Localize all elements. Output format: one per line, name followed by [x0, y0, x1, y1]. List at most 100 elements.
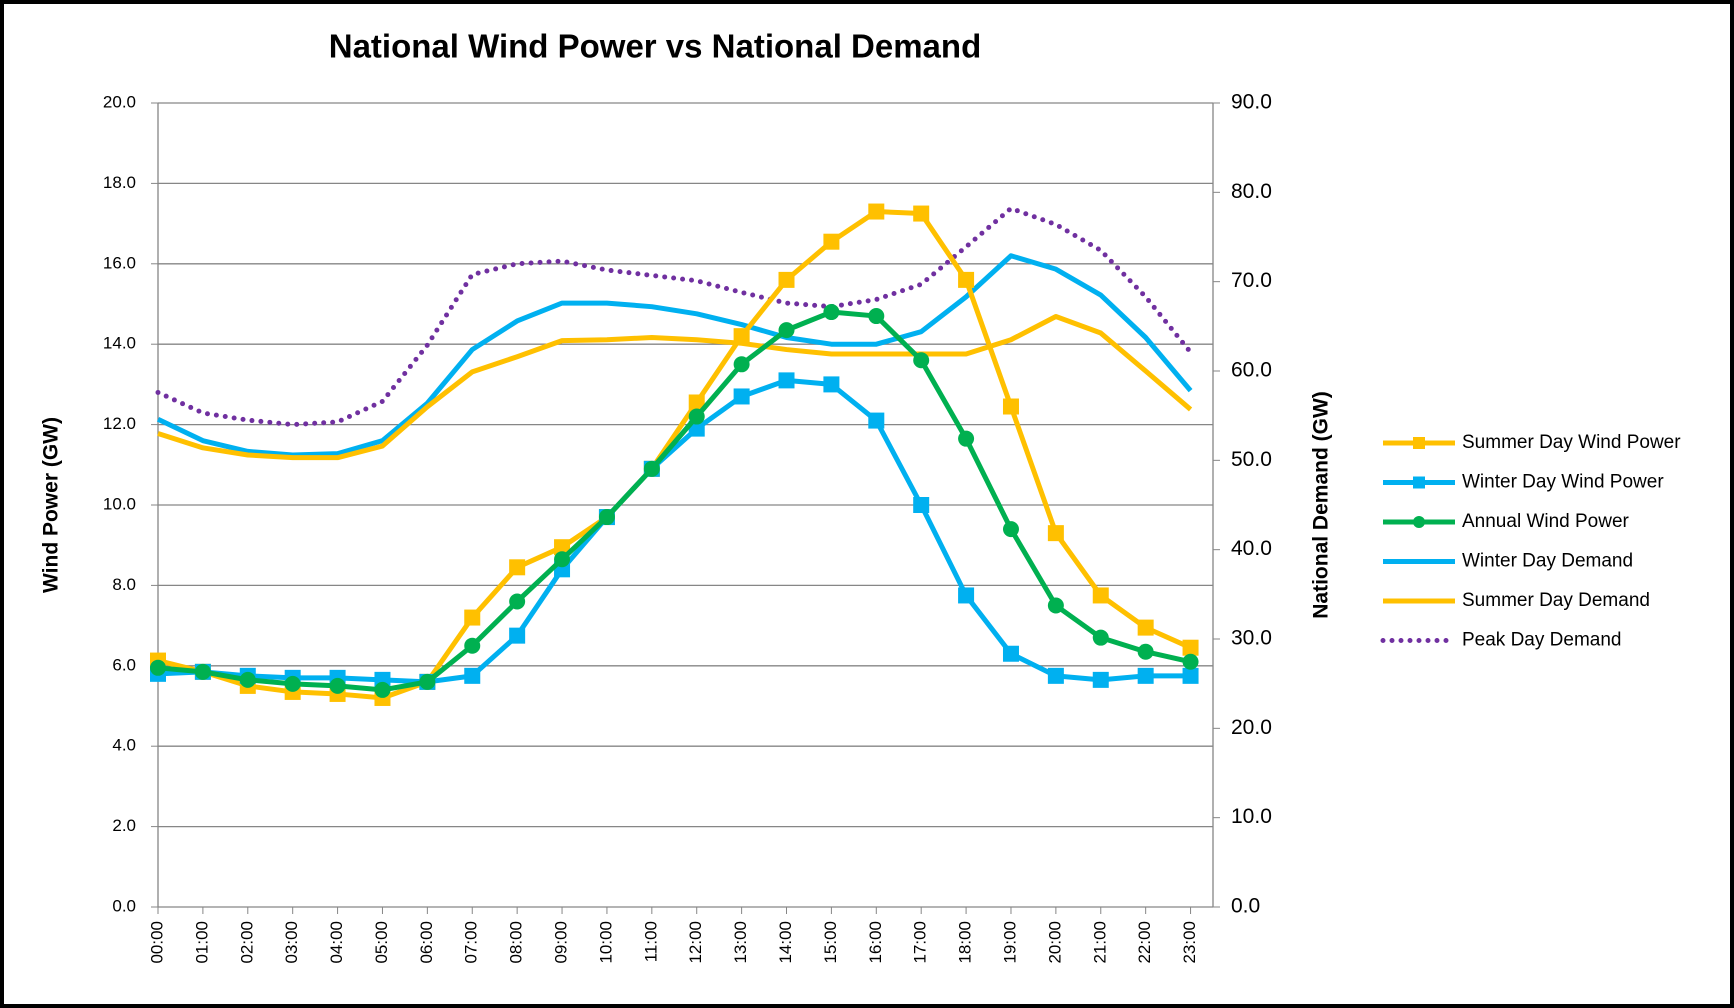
marker — [239, 671, 256, 688]
series-line — [155, 205, 1194, 428]
marker — [1137, 643, 1154, 660]
x-tick-label: 19:00 — [1000, 921, 1019, 964]
y-tick-label: 18.0 — [103, 173, 136, 192]
x-tick-label: 13:00 — [731, 921, 750, 964]
marker — [1182, 667, 1199, 684]
marker — [1047, 525, 1064, 542]
x-tick-label: 07:00 — [462, 921, 481, 964]
y-tick-label: 6.0 — [112, 655, 136, 674]
marker — [1137, 619, 1154, 636]
y2-axis-label: National Demand (GW) — [1310, 391, 1333, 619]
y2-tick-label: 90.0 — [1231, 91, 1272, 114]
chart-title: National Wind Power vs National Demand — [329, 28, 981, 65]
x-tick-label: 20:00 — [1045, 921, 1064, 964]
x-tick-label: 18:00 — [956, 921, 975, 964]
legend-label: Annual Wind Power — [1462, 511, 1630, 532]
marker — [374, 681, 391, 698]
y-tick-label: 10.0 — [103, 494, 136, 513]
y2-tick-label: 30.0 — [1231, 627, 1272, 650]
marker — [419, 673, 436, 690]
y2-tick-label: 10.0 — [1231, 805, 1272, 828]
legend-marker — [1413, 516, 1425, 528]
marker — [464, 637, 481, 654]
y2-tick-label: 70.0 — [1231, 269, 1272, 292]
marker — [958, 271, 975, 288]
x-tick-label: 01:00 — [192, 921, 211, 964]
series-line — [156, 253, 1193, 458]
y2-tick-label: 0.0 — [1231, 895, 1260, 918]
marker — [554, 551, 571, 568]
marker — [1047, 667, 1064, 684]
marker — [1002, 645, 1019, 662]
marker — [913, 205, 930, 222]
marker — [733, 356, 750, 373]
marker — [688, 394, 705, 411]
x-tick-label: 23:00 — [1180, 921, 1199, 964]
y-tick-label: 16.0 — [103, 253, 136, 272]
legend-marker — [1413, 437, 1425, 449]
x-tick-label: 17:00 — [911, 921, 930, 964]
y-tick-label: 0.0 — [112, 896, 136, 915]
marker — [733, 388, 750, 405]
marker — [1092, 587, 1109, 604]
marker — [958, 587, 975, 604]
marker — [1002, 521, 1019, 538]
y-axis-label: Wind Power (GW) — [40, 417, 63, 593]
marker — [509, 627, 526, 644]
x-tick-label: 05:00 — [372, 921, 391, 964]
marker — [509, 559, 526, 576]
x-tick-label: 06:00 — [417, 921, 436, 964]
series-line — [157, 314, 1193, 461]
legend-label: Winter Day Wind Power — [1462, 472, 1664, 493]
marker — [554, 539, 571, 556]
marker — [778, 322, 795, 339]
y-tick-label: 2.0 — [112, 816, 136, 835]
y2-tick-label: 60.0 — [1231, 359, 1272, 382]
marker — [823, 304, 840, 321]
y-tick-label: 12.0 — [103, 414, 136, 433]
marker — [688, 408, 705, 425]
marker — [1182, 653, 1199, 670]
marker — [329, 677, 346, 694]
legend-label: Winter Day Demand — [1462, 551, 1633, 572]
marker — [778, 372, 795, 389]
x-tick-label: 00:00 — [147, 921, 166, 964]
marker — [1182, 639, 1199, 656]
x-tick-label: 21:00 — [1090, 921, 1109, 964]
marker — [1047, 597, 1064, 614]
x-tick-label: 09:00 — [552, 921, 571, 964]
marker — [598, 509, 615, 526]
legend-label: Summer Day Demand — [1462, 590, 1650, 611]
x-tick-label: 15:00 — [821, 921, 840, 964]
marker — [194, 663, 211, 680]
x-tick-label: 10:00 — [596, 921, 615, 964]
y2-tick-label: 40.0 — [1231, 537, 1272, 560]
marker — [464, 609, 481, 626]
y-tick-label: 4.0 — [112, 736, 136, 755]
marker — [1092, 671, 1109, 688]
marker — [868, 203, 885, 220]
marker — [1092, 629, 1109, 646]
legend-label: Peak Day Demand — [1462, 630, 1621, 651]
marker — [868, 412, 885, 429]
x-tick-label: 12:00 — [686, 921, 705, 964]
marker — [464, 667, 481, 684]
marker — [913, 352, 930, 369]
x-tick-label: 02:00 — [237, 921, 256, 964]
marker — [643, 460, 660, 477]
marker — [778, 271, 795, 288]
marker — [958, 430, 975, 447]
x-tick-label: 14:00 — [776, 921, 795, 964]
marker — [150, 659, 166, 676]
y2-tick-label: 50.0 — [1231, 448, 1272, 471]
y-tick-label: 14.0 — [103, 334, 136, 353]
marker — [1137, 667, 1154, 684]
y-tick-label: 8.0 — [112, 575, 136, 594]
y2-tick-label: 80.0 — [1231, 180, 1272, 203]
marker — [733, 328, 750, 345]
x-tick-label: 11:00 — [641, 921, 660, 962]
marker — [913, 497, 930, 513]
marker — [868, 308, 885, 325]
